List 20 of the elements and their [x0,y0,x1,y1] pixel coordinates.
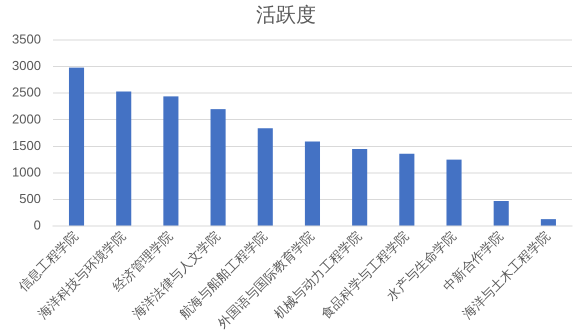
bar [399,154,414,226]
y-tick-label: 0 [34,218,41,233]
y-tick-label: 3000 [12,58,41,74]
chart-title: 活跃度 [256,4,316,27]
y-tick-label: 2500 [12,84,41,100]
bar [304,142,320,226]
bar [258,128,273,226]
y-tick-label: 3500 [12,32,41,47]
y-tick-label: 500 [19,191,41,206]
bar [494,201,509,226]
bar [163,96,178,226]
bar [540,219,556,226]
bar [116,92,132,226]
y-tick-label: 2000 [12,111,41,126]
bar [446,160,462,226]
bar [210,109,226,226]
y-tick-label: 1000 [12,164,41,180]
bar [68,68,84,226]
y-tick-label: 1500 [12,138,41,153]
bar [352,148,368,226]
